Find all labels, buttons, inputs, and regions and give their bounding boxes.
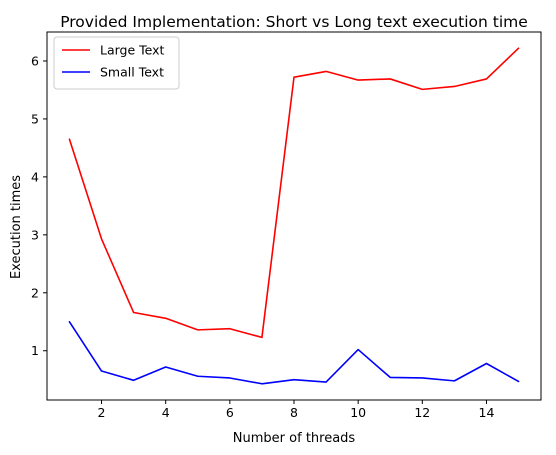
series-line-small-text xyxy=(69,322,518,384)
series-line-large-text xyxy=(69,48,518,337)
x-tick-label: 8 xyxy=(290,405,298,420)
x-axis-ticks: 2 4 6 8 10 12 14 xyxy=(98,400,495,420)
y-tick-label: 2 xyxy=(31,285,39,300)
x-tick-label: 2 xyxy=(98,405,106,420)
x-tick-label: 12 xyxy=(414,405,430,420)
y-tick-label: 6 xyxy=(31,53,39,68)
y-tick-label: 1 xyxy=(31,343,39,358)
y-axis-label: Execution times xyxy=(9,175,24,279)
y-axis-ticks: 1 2 3 4 5 6 xyxy=(31,53,47,358)
legend-label: Large Text xyxy=(100,43,165,58)
y-tick-label: 5 xyxy=(31,111,39,126)
x-tick-label: 4 xyxy=(162,405,170,420)
chart-title: Provided Implementation: Short vs Long t… xyxy=(60,13,528,31)
x-tick-label: 6 xyxy=(226,405,234,420)
series-layer xyxy=(69,48,518,384)
x-axis-label: Number of threads xyxy=(233,431,356,446)
x-tick-label: 10 xyxy=(350,405,366,420)
legend: Large Text Small Text xyxy=(54,37,179,89)
y-tick-label: 4 xyxy=(31,169,39,184)
y-tick-label: 3 xyxy=(31,227,39,242)
x-tick-label: 14 xyxy=(479,405,495,420)
legend-label: Small Text xyxy=(100,65,164,80)
